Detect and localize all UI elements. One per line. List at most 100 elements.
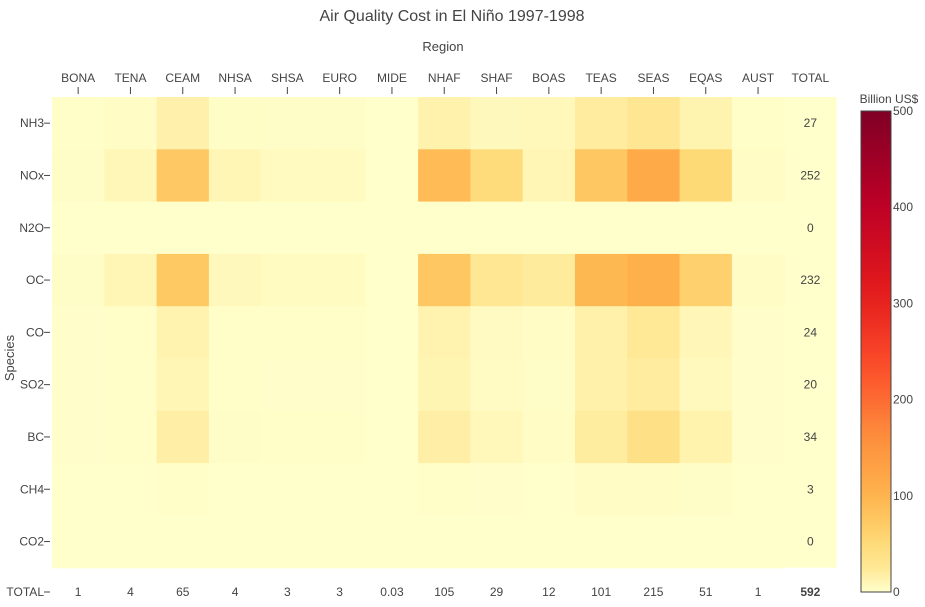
heatmap-cell [208, 358, 262, 412]
colorbar-title: Billion US$ [860, 92, 919, 106]
heatmap-cell [365, 253, 419, 307]
heatmap-cell [679, 515, 733, 569]
colorbar-tick-label: 200 [893, 393, 913, 407]
y-tick-label: CH4 [20, 482, 44, 496]
heatmap-cell [156, 358, 210, 412]
heatmap-cell [418, 149, 471, 203]
y-tick-label: CO2 [19, 535, 44, 549]
x-tick-label: NHSA [218, 71, 251, 85]
column-total-value: 65 [176, 585, 190, 599]
heatmap-cell [52, 358, 105, 412]
heatmap-cell [731, 306, 785, 360]
heatmap-cell [470, 201, 524, 255]
heatmap-cell [104, 149, 158, 203]
heatmap-cell [52, 149, 105, 203]
row-total-value: 232 [800, 273, 820, 287]
y-tick-label: NOx [20, 168, 44, 182]
row-total-value: 0 [807, 221, 814, 235]
heatmap-cell [261, 410, 315, 464]
heatmap-cell [104, 253, 158, 307]
heatmap-cell [731, 463, 785, 516]
column-total-value: 105 [434, 585, 454, 599]
column-total-value: 1 [75, 585, 82, 599]
row-total-value: 34 [804, 430, 818, 444]
heatmap-cell [365, 515, 419, 569]
heatmap-cell [313, 515, 367, 569]
x-tick-label: BONA [61, 71, 95, 85]
heatmap-cell [522, 358, 576, 412]
heatmap-cell [522, 253, 576, 307]
heatmap-cell [575, 515, 628, 569]
heatmap-cell [104, 306, 158, 360]
y-tick-label: NH3 [20, 116, 44, 130]
heatmap-cell [208, 149, 262, 203]
heatmap-cell [679, 358, 733, 412]
x-tick-label-total: TOTAL [792, 71, 830, 85]
heatmap-cells [52, 97, 837, 569]
heatmap-cell [575, 463, 628, 516]
heatmap-cell [627, 515, 681, 569]
heatmap-cell [522, 463, 576, 516]
heatmap-cell [470, 306, 524, 360]
heatmap-cell [627, 306, 681, 360]
heatmap-cell [156, 201, 210, 255]
heatmap-cell [575, 410, 628, 464]
heatmap-cell [313, 97, 367, 150]
row-total-value: 24 [804, 325, 818, 339]
heatmap-cell [52, 515, 105, 569]
x-tick-label: MIDE [377, 71, 407, 85]
y-tick-label: CO [26, 325, 44, 339]
column-total-value: 3 [284, 585, 291, 599]
x-tick-label: TENA [114, 71, 146, 85]
x-tick-label: NHAF [428, 71, 461, 85]
x-tick-label: EQAS [689, 71, 722, 85]
heatmap-cell [208, 253, 262, 307]
x-tick-labels: BONA TENA CEAM NHSA SHSA EURO MIDE NHAF SHAF BOAS… [61, 71, 829, 94]
row-total-value: 20 [804, 378, 818, 392]
y-tick-label: BC [27, 430, 44, 444]
heatmap-cell [470, 410, 524, 464]
heatmap-cell [208, 97, 262, 150]
heatmap-cell [104, 463, 158, 516]
heatmap-cell [627, 463, 681, 516]
heatmap-cell [156, 253, 210, 307]
x-tick-label: SEAS [637, 71, 669, 85]
heatmap-cell [575, 97, 628, 150]
heatmap-cell [731, 201, 785, 255]
heatmap-cell [365, 97, 419, 150]
heatmap-cell [679, 97, 733, 150]
colorbar-gradient [860, 110, 892, 593]
heatmap-cell [365, 358, 419, 412]
heatmap-cell [522, 410, 576, 464]
heatmap-cell [156, 410, 210, 464]
row-totals: 27 252 0 232 24 20 34 3 0 [800, 116, 820, 548]
heatmap-cell [52, 201, 105, 255]
heatmap-cell [575, 149, 628, 203]
heatmap-cell [679, 149, 733, 203]
heatmap-cell [627, 253, 681, 307]
heatmap-cell [313, 410, 367, 464]
heatmap-cell [522, 97, 576, 150]
column-total-value: 101 [591, 585, 611, 599]
heatmap-cell [52, 306, 105, 360]
heatmap-cell [522, 149, 576, 203]
heatmap-cell [261, 463, 315, 516]
heatmap-cell [418, 97, 471, 150]
heatmap-cell [418, 358, 471, 412]
heatmap-cell [627, 149, 681, 203]
heatmap-cell [52, 410, 105, 464]
heatmap-cell [313, 463, 367, 516]
heatmap-cell [313, 201, 367, 255]
heatmap-cell [261, 515, 315, 569]
heatmap-cell [104, 201, 158, 255]
heatmap-cell [418, 201, 471, 255]
heatmap-cell [731, 515, 785, 569]
heatmap-cell [470, 463, 524, 516]
y-tick-labels: NH3 NOx N2O OC CO SO2 BC CH4 CO2 TOTAL [6, 116, 50, 599]
y-axis-title: Species [2, 334, 17, 381]
heatmap-cell [313, 149, 367, 203]
column-total-value: 12 [542, 585, 556, 599]
row-total-value: 3 [807, 482, 814, 496]
colorbar-tick-label: 400 [893, 200, 913, 214]
heatmap-cell [52, 253, 105, 307]
